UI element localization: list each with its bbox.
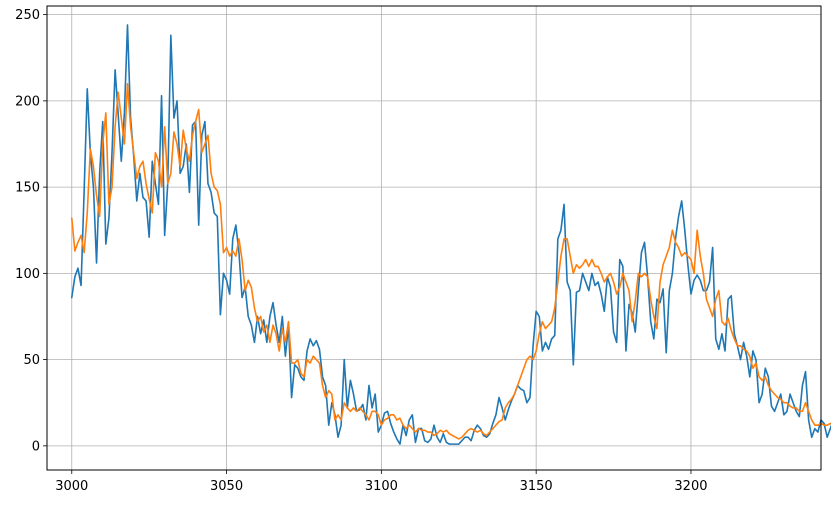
y-tick-label: 100 — [15, 267, 40, 282]
y-tick-label: 50 — [23, 353, 40, 368]
y-tick-label: 150 — [15, 181, 40, 196]
x-tick-label: 3000 — [55, 479, 88, 494]
x-tick-label: 3200 — [674, 479, 707, 494]
grid-lines — [47, 6, 821, 470]
y-tick-label: 250 — [15, 8, 40, 23]
series-layer — [70, 24, 831, 445]
x-axis: 3000 3050 3100 3150 3200 — [55, 470, 708, 494]
series-line-2 — [70, 82, 831, 440]
y-tick-label: 0 — [32, 439, 40, 454]
x-tick-label: 3100 — [365, 479, 398, 494]
x-tick-label: 3150 — [520, 479, 553, 494]
y-tick-label: 200 — [15, 94, 40, 109]
plot-frame — [46, 5, 822, 471]
y-axis: 0 50 100 150 200 250 — [15, 8, 47, 454]
x-tick-label: 3050 — [210, 479, 243, 494]
